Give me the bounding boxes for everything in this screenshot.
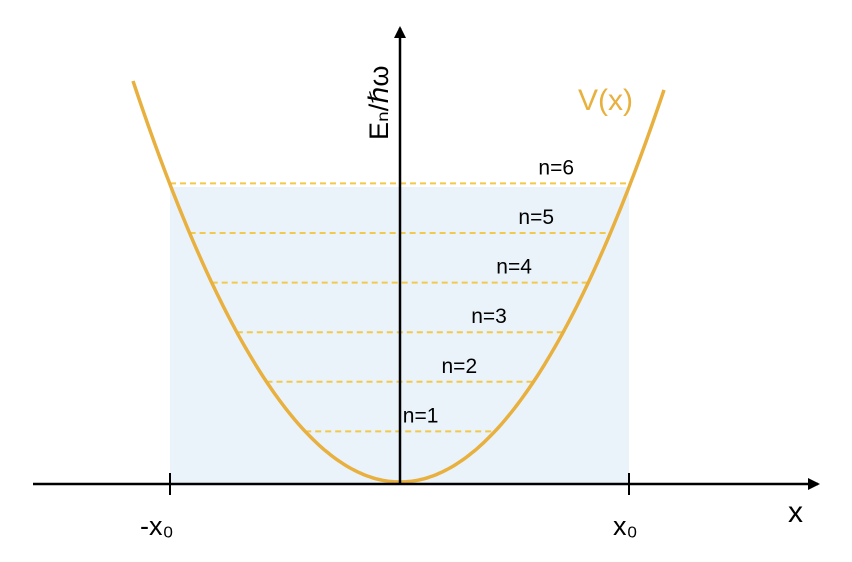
y-axis-label: Eₙ/ℏω — [364, 66, 394, 140]
x-tick-label-pos-x0: x₀ — [613, 511, 638, 541]
energy-level-label-6: n=6 — [538, 156, 574, 179]
potential-curve — [131, 80, 666, 484]
x-tick-label-neg-x0: -x₀ — [140, 511, 174, 541]
energy-level-label-4: n=4 — [496, 256, 532, 279]
curve-label: V(x) — [578, 84, 633, 117]
energy-level-label-5: n=5 — [518, 206, 554, 229]
energy-level-label-1: n=1 — [403, 404, 439, 427]
x-axis-label: x — [788, 496, 803, 529]
energy-level-label-2: n=2 — [442, 355, 478, 378]
energy-level-label-3: n=3 — [471, 305, 507, 328]
